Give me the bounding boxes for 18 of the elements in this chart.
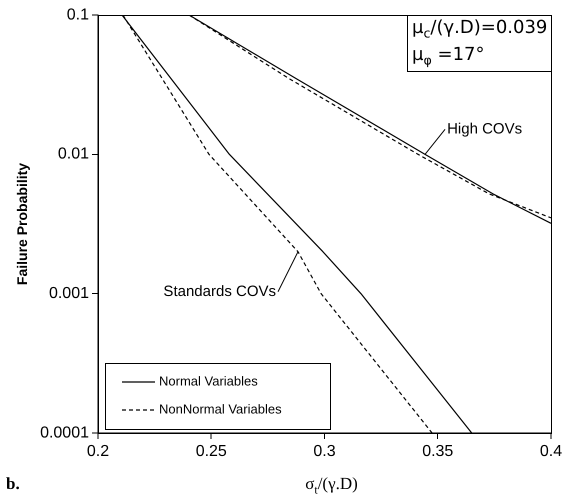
y-tick-label: 0.1 <box>66 6 90 24</box>
x-tick-label: 0.4 <box>540 443 562 460</box>
text: b. <box>6 474 20 494</box>
annotation: Standards COVs <box>163 282 276 300</box>
annotation: High COVs <box>447 120 522 138</box>
x-tick-label: 0.3 <box>313 443 336 460</box>
y-tick-label: 0.0001 <box>40 424 90 442</box>
x-axis-title: σ$_{t}$/(γ.D) <box>305 474 358 496</box>
legend-label: NonNormal Variables <box>159 402 282 417</box>
y-tick-label: 0.01 <box>58 146 90 163</box>
annotation: μ$_{φ}$ =17° <box>412 44 486 70</box>
annotation: μ$_{c}$/(γ.D)=0.039 <box>412 17 548 43</box>
x-tick-label: 0.25 <box>196 443 227 460</box>
x-tick-label: 0.35 <box>422 443 454 460</box>
y-tick-label: 0.001 <box>48 285 90 302</box>
legend-label: Normal Variables <box>159 374 258 389</box>
x-tick-label: 0.2 <box>86 443 110 460</box>
y-axis-title: Failure Probability <box>14 162 30 286</box>
